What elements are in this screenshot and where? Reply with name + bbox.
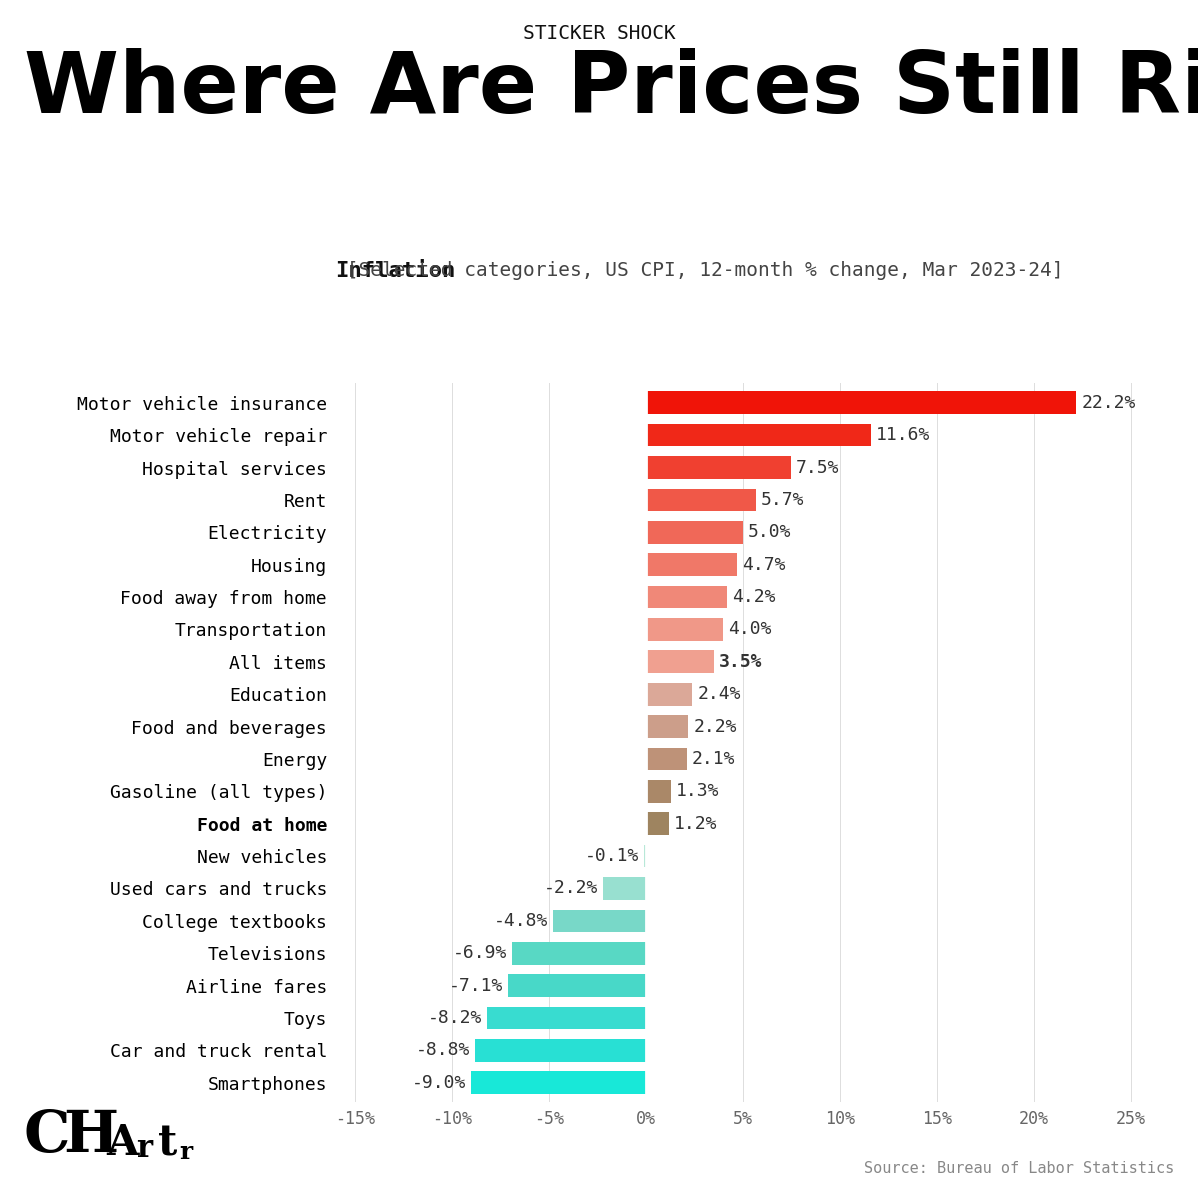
Text: -6.9%: -6.9%	[453, 944, 507, 962]
Bar	[646, 618, 724, 641]
Text: 5.7%: 5.7%	[761, 491, 805, 509]
Text: -8.2%: -8.2%	[428, 1009, 482, 1027]
Text: 7.5%: 7.5%	[797, 459, 840, 477]
Text: [Selected categories, US CPI, 12-month % change, Mar 2023-24]: [Selected categories, US CPI, 12-month %…	[335, 261, 1064, 280]
Bar	[603, 877, 646, 900]
Text: -4.8%: -4.8%	[494, 912, 547, 930]
Text: H: H	[62, 1108, 117, 1164]
Bar	[646, 780, 671, 803]
Text: -2.2%: -2.2%	[544, 879, 598, 897]
Bar	[486, 1006, 646, 1029]
Bar	[646, 812, 668, 835]
Bar	[471, 1071, 646, 1094]
Bar	[508, 974, 646, 997]
Text: 1.2%: 1.2%	[674, 815, 718, 833]
Text: 5.0%: 5.0%	[748, 524, 791, 541]
Bar	[646, 651, 714, 673]
Bar	[646, 392, 1076, 415]
Bar	[646, 489, 756, 512]
Text: Where Are Prices Still Rising?: Where Are Prices Still Rising?	[24, 48, 1198, 132]
Bar	[512, 942, 646, 964]
Text: -0.1%: -0.1%	[585, 847, 639, 865]
Text: 2.1%: 2.1%	[691, 750, 734, 768]
Text: -9.0%: -9.0%	[412, 1073, 466, 1091]
Text: 22.2%: 22.2%	[1082, 394, 1136, 412]
Text: Source: Bureau of Labor Statistics: Source: Bureau of Labor Statistics	[864, 1161, 1174, 1176]
Bar	[643, 845, 646, 867]
Bar	[646, 748, 686, 770]
Text: Inflation: Inflation	[335, 261, 455, 282]
Bar	[646, 456, 791, 479]
Text: 4.7%: 4.7%	[742, 556, 786, 574]
Text: 2.2%: 2.2%	[694, 718, 737, 736]
Text: C: C	[24, 1108, 71, 1164]
Bar	[646, 715, 689, 738]
Bar	[646, 683, 692, 706]
Text: STICKER SHOCK: STICKER SHOCK	[522, 24, 676, 43]
Text: r: r	[180, 1140, 193, 1164]
Text: 3.5%: 3.5%	[719, 653, 762, 671]
Text: 4.0%: 4.0%	[728, 621, 772, 639]
Text: 1.3%: 1.3%	[676, 782, 719, 800]
Text: A: A	[105, 1123, 138, 1164]
Bar	[646, 424, 871, 447]
Bar	[646, 521, 743, 544]
Text: 2.4%: 2.4%	[697, 685, 740, 703]
Bar	[552, 909, 646, 932]
Text: 11.6%: 11.6%	[876, 426, 930, 444]
Text: -8.8%: -8.8%	[416, 1041, 471, 1059]
Text: r: r	[137, 1133, 152, 1164]
Text: t: t	[158, 1123, 177, 1164]
Text: 4.2%: 4.2%	[732, 588, 775, 606]
Bar	[646, 553, 737, 576]
Text: -7.1%: -7.1%	[449, 976, 503, 994]
Bar	[476, 1039, 646, 1061]
Bar	[646, 586, 727, 609]
